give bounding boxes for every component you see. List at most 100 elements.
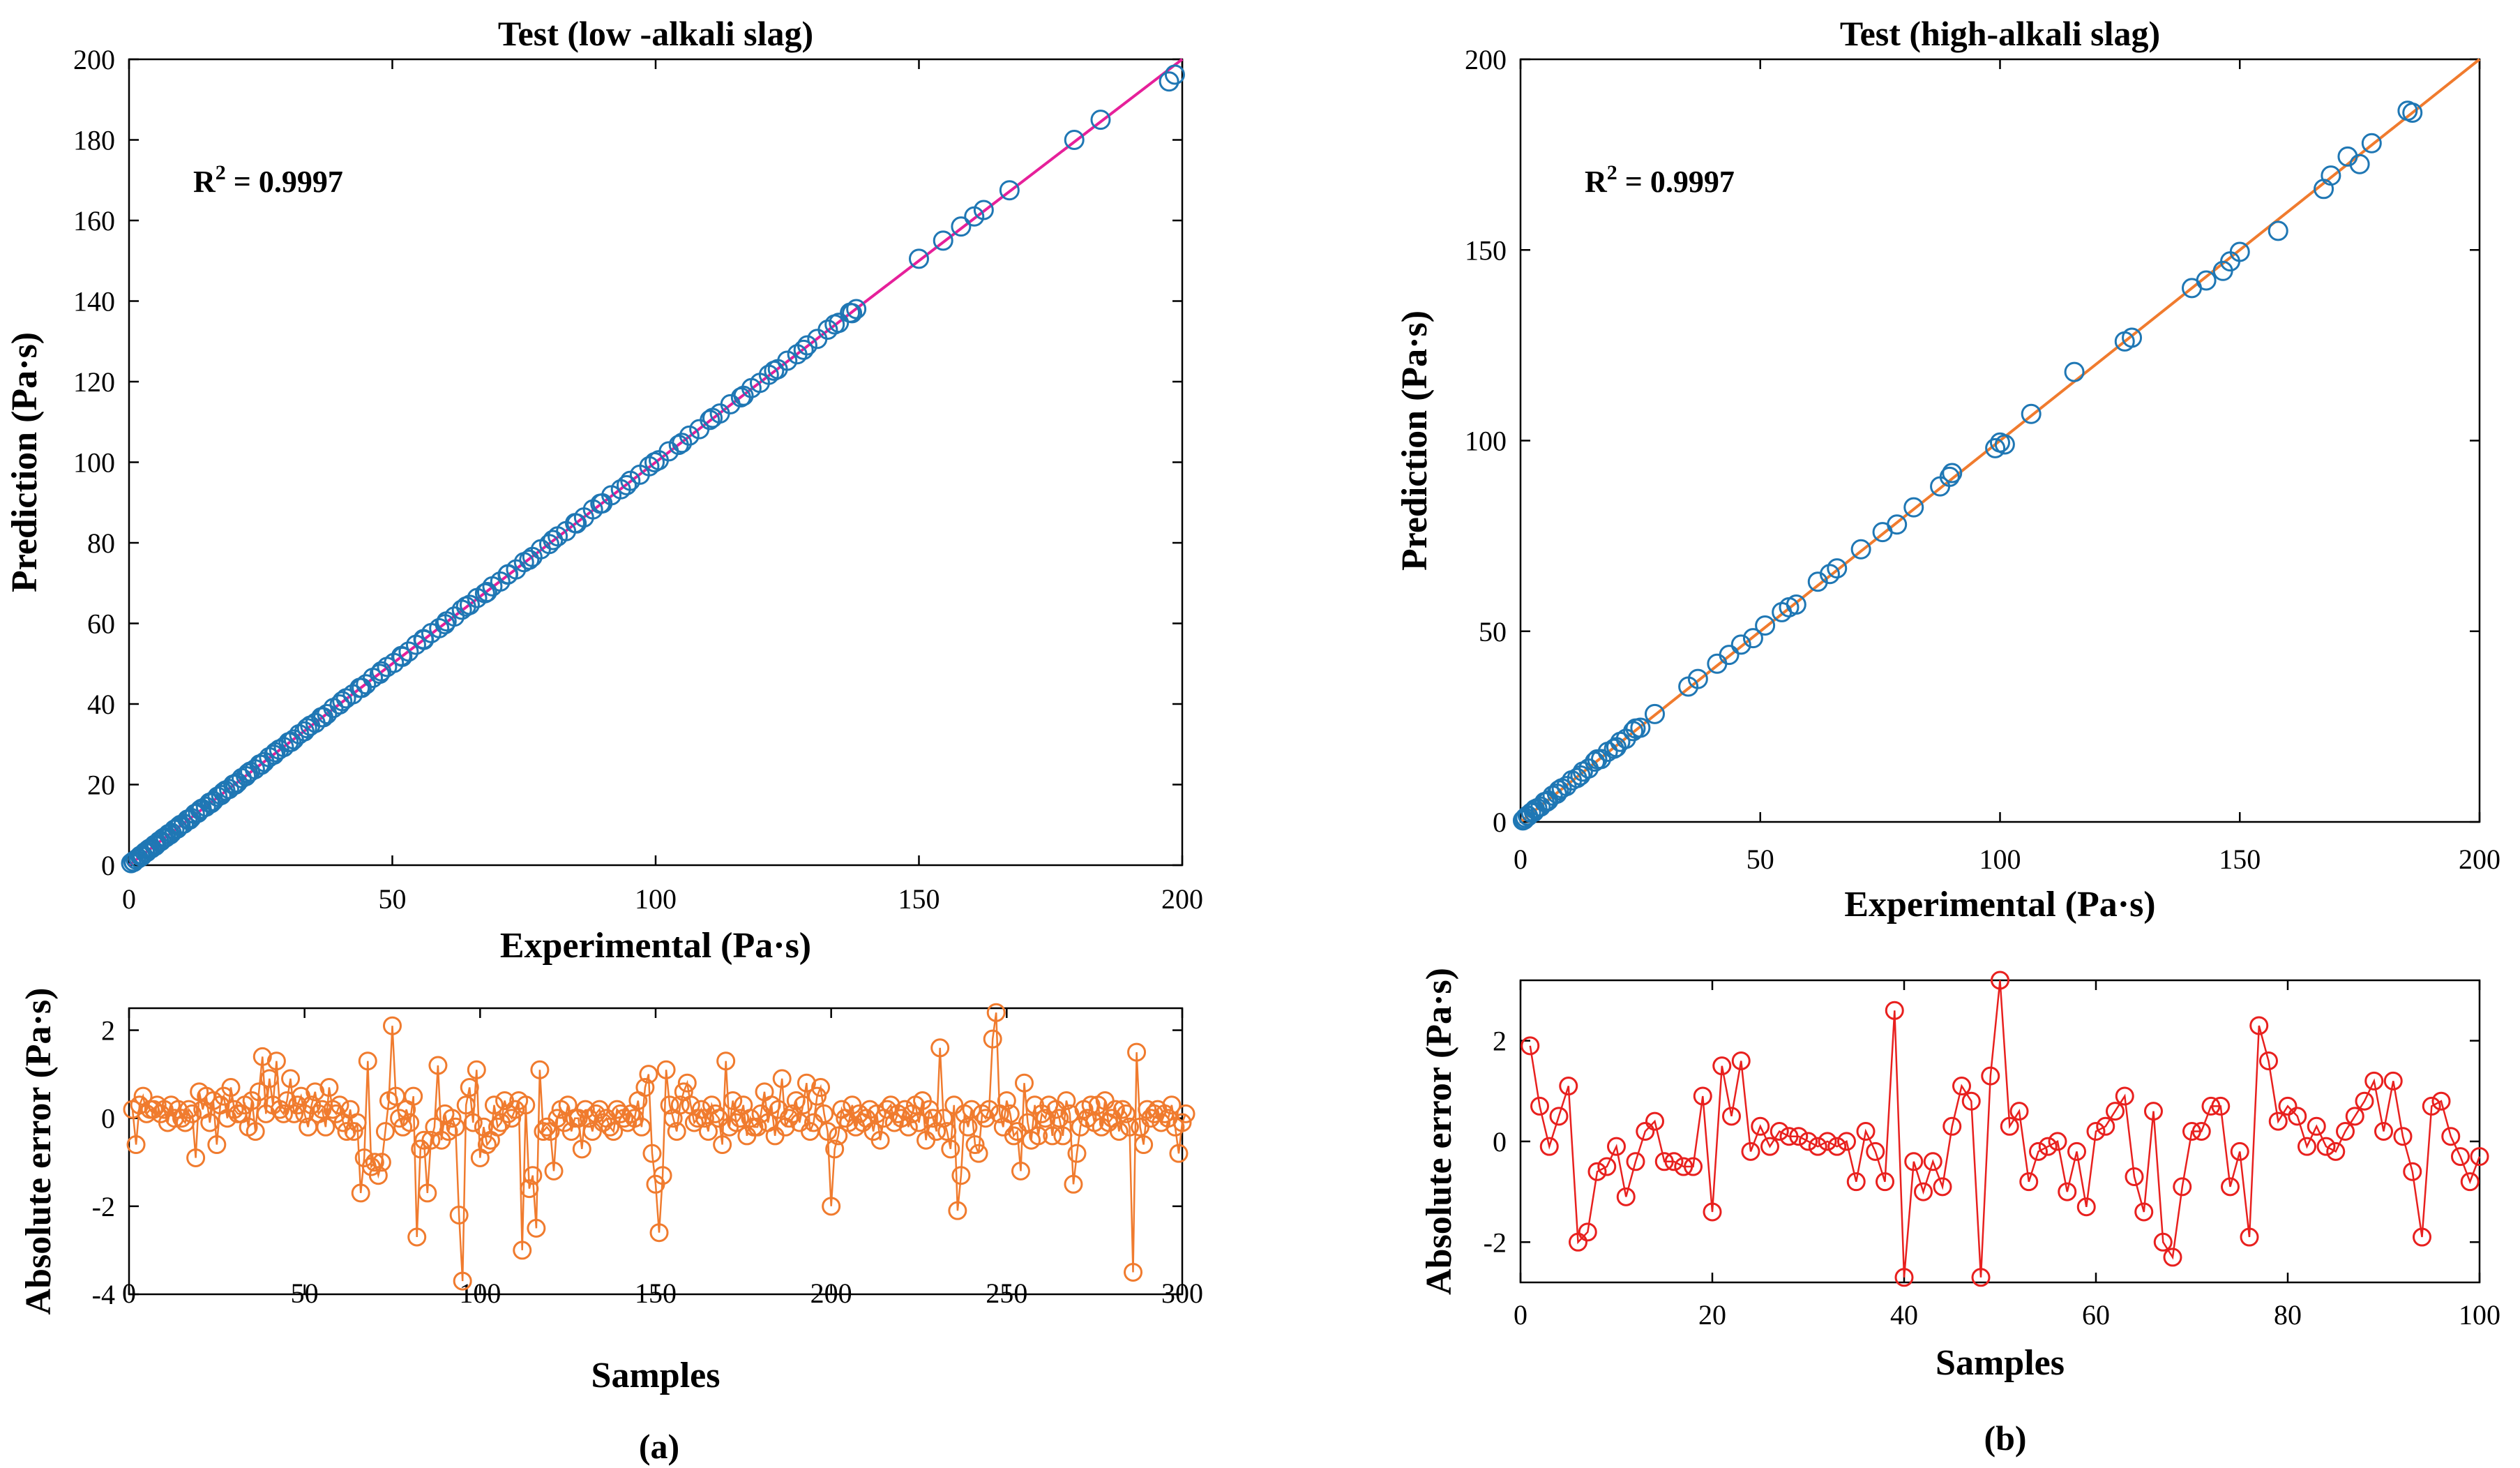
error-point <box>748 1117 767 1137</box>
error-point <box>1626 1152 1645 1171</box>
x-tick-label: 60 <box>2082 1299 2110 1331</box>
x-tick-label: 0 <box>122 883 136 915</box>
error-point <box>418 1183 437 1203</box>
data-point <box>1719 645 1740 666</box>
error-point <box>1952 1077 1971 1096</box>
y-tick-label: 40 <box>87 689 115 720</box>
data-point <box>413 629 434 650</box>
data-point <box>1548 780 1569 801</box>
error-point <box>1015 1073 1034 1093</box>
error-point <box>772 1069 792 1088</box>
error-point <box>1914 1182 1933 1201</box>
data-point <box>951 216 972 237</box>
error-point <box>642 1144 662 1163</box>
error-point <box>365 1153 384 1172</box>
error-point <box>1060 1104 1080 1123</box>
error-point <box>453 1271 472 1291</box>
data-point <box>702 407 723 428</box>
error-point <box>2048 1132 2067 1151</box>
data-point <box>398 641 419 662</box>
data-point <box>644 452 665 472</box>
error-point <box>2431 1091 2451 1111</box>
data-point <box>1994 434 2015 455</box>
data-point <box>1755 615 1776 636</box>
error-point <box>639 1065 658 1084</box>
x-tick-label: 300 <box>1161 1278 1203 1309</box>
data-point <box>1786 594 1806 615</box>
error-point <box>449 1205 469 1224</box>
data-point <box>2361 133 2382 153</box>
x-tick-label: 150 <box>635 1278 677 1309</box>
data-point <box>225 774 246 795</box>
error-point <box>1837 1132 1856 1151</box>
data-point <box>1985 437 2006 458</box>
error-point <box>1597 1157 1617 1176</box>
error-point <box>699 1122 718 1141</box>
error-point <box>1991 971 2009 990</box>
error-point <box>1693 1086 1712 1106</box>
data-point <box>1587 749 1608 770</box>
error-point <box>730 1109 750 1128</box>
x-tick-label: 0 <box>1514 1299 1527 1331</box>
data-point <box>2064 361 2085 382</box>
x-tick-label: 50 <box>379 883 407 915</box>
data-point <box>842 303 863 324</box>
x-tick-label: 100 <box>459 1278 501 1309</box>
error-point <box>316 1117 335 1137</box>
data-point <box>793 339 814 360</box>
error-point <box>2230 1141 2249 1161</box>
data-point <box>1742 628 1763 649</box>
error-point <box>2259 1051 2278 1070</box>
y-tick-label: 0 <box>1493 807 1507 838</box>
data-point <box>797 335 817 356</box>
y-tick-label: 50 <box>1479 616 1507 647</box>
error-point <box>818 1122 838 1141</box>
data-point <box>1090 110 1111 130</box>
error-point <box>2441 1127 2461 1146</box>
error-point <box>1981 1066 2000 1086</box>
error-point <box>1081 1095 1101 1115</box>
error-point <box>983 1029 1002 1049</box>
error-point <box>997 1091 1016 1110</box>
data-point <box>733 385 754 406</box>
data-point <box>933 230 953 251</box>
error-point <box>2201 1096 2221 1116</box>
error-point <box>2019 1172 2039 1192</box>
data-point <box>476 581 497 602</box>
error-point <box>797 1073 816 1093</box>
error-point <box>2364 1071 2384 1091</box>
error-point <box>2029 1141 2048 1161</box>
chart-title: Test (high-alkali slag) <box>1840 14 2160 53</box>
error-point <box>1818 1132 1837 1151</box>
chart-title: Test (low -alkali slag) <box>498 14 813 53</box>
data-point <box>1939 466 1960 487</box>
x-tick-label: 100 <box>2459 1299 2500 1331</box>
data-point <box>1604 738 1624 759</box>
error-point <box>1530 1096 1549 1116</box>
error-point <box>523 1166 543 1185</box>
x-tick-label: 200 <box>1161 883 1203 915</box>
error-point <box>2000 1116 2019 1136</box>
error-point <box>126 1135 146 1155</box>
data-point <box>296 718 317 739</box>
error-point <box>2067 1141 2086 1161</box>
error-point <box>1176 1104 1195 1123</box>
r-squared-value: = 0.9997 <box>226 165 343 199</box>
x-tick-label: 150 <box>2219 844 2261 875</box>
error-point <box>1050 1109 1069 1128</box>
y-tick-label: 120 <box>73 366 115 398</box>
fit-line <box>128 58 1184 867</box>
error-point <box>1876 1172 1894 1192</box>
data-point <box>429 617 450 638</box>
data-point <box>543 530 564 550</box>
error-point <box>2288 1107 2307 1126</box>
error-point <box>463 1113 483 1132</box>
data-point <box>329 694 350 715</box>
error-point <box>1674 1157 1693 1176</box>
error-point <box>1712 1056 1732 1076</box>
error-point <box>779 1109 799 1128</box>
error-point <box>2009 1102 2029 1121</box>
data-point <box>1606 737 1627 758</box>
error-point <box>281 1069 301 1088</box>
error-point <box>976 1109 995 1128</box>
